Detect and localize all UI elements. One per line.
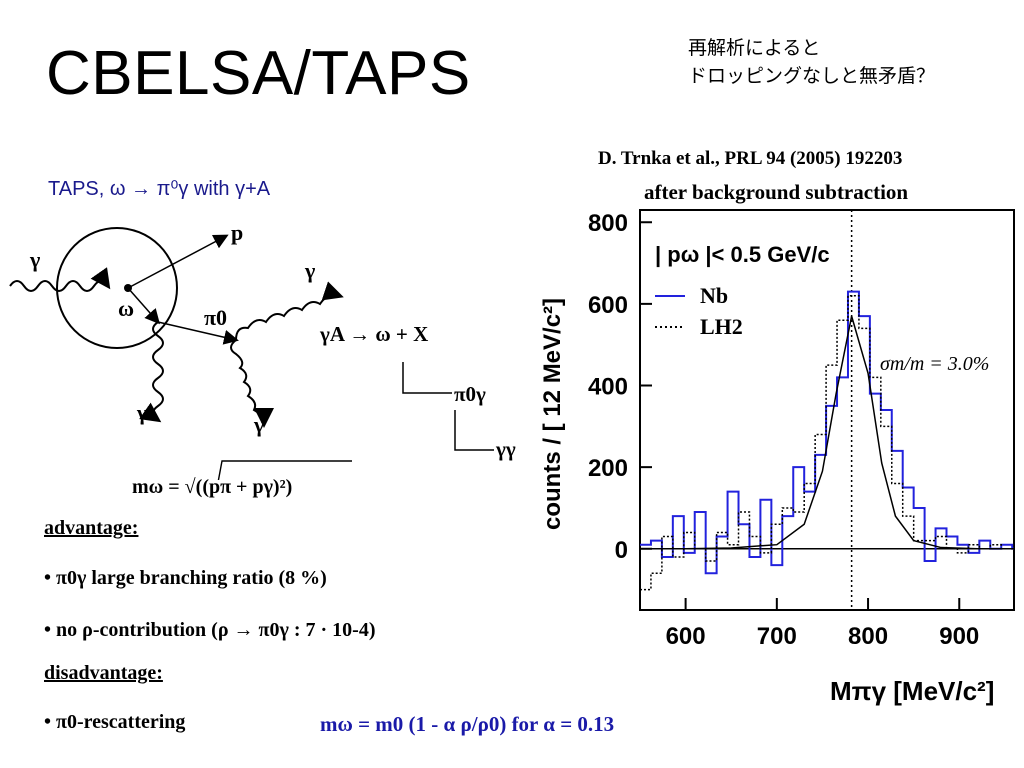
japanese-note-line1: 再解析によると <box>688 37 821 59</box>
pi0-line <box>157 321 239 345</box>
pi0-label: π0 <box>204 305 228 330</box>
incoming-photon-line <box>9 267 111 292</box>
legend-lh2-label: LH2 <box>700 314 743 339</box>
gamma-out-right-label: γ <box>305 258 316 283</box>
reaction-diagram <box>9 227 494 480</box>
sqrt-sign <box>217 460 352 480</box>
reaction-step1: γA → ω + X <box>320 322 429 346</box>
reference-citation: D. Trnka et al., PRL 94 (2005) 192203 <box>598 148 903 169</box>
chart-frame <box>639 209 1015 611</box>
y-tick-label: 800 <box>588 210 628 237</box>
resolution-label: σm/m = 3.0% <box>880 353 989 375</box>
y-tick-label: 600 <box>588 292 628 319</box>
page-title: CBELSA/TAPS <box>46 39 471 108</box>
reaction-step3: γγ <box>496 437 516 461</box>
background-note: after background subtraction <box>644 180 909 204</box>
y-tick-label: 0 <box>615 537 628 564</box>
reaction-step2: π0γ <box>454 382 486 406</box>
x-axis-label: Mπγ [MeV/c²] <box>830 676 994 706</box>
proton-line <box>127 234 229 289</box>
decay-photon-line <box>139 321 164 423</box>
x-tick-label: 600 <box>666 623 706 650</box>
disadvantage-item-1: • π0-rescattering <box>44 711 186 733</box>
y-tick-label: 200 <box>588 455 628 482</box>
bottom-formula: mω = m0 (1 - α ρ/ρ0) for α = 0.13 <box>320 712 615 736</box>
series-fit-line <box>640 315 1014 550</box>
x-tick-label: 800 <box>848 623 888 650</box>
advantage-item-2: • no ρ-contribution (ρ → π0γ : 7 · 10-4) <box>44 619 376 641</box>
mass-formula: mω = √((pπ + pγ)²) <box>132 476 293 498</box>
series-nb-line <box>640 290 1014 575</box>
y-tick-label: 400 <box>588 374 628 401</box>
x-tick-label: 700 <box>757 623 797 650</box>
nucleus-circle <box>56 227 178 349</box>
advantage-item-1: • π0γ large branching ratio (8 %) <box>44 567 327 589</box>
legend-cut-label: | pω |< 0.5 GeV/c <box>655 242 830 267</box>
legend-nb-label: Nb <box>700 283 728 308</box>
gamma-out-bottom1-label: γ <box>137 400 148 425</box>
proton-label: p <box>231 220 244 245</box>
reaction-bracket-1 <box>402 362 452 394</box>
reaction-bracket-2 <box>454 410 494 451</box>
omega-line <box>127 287 160 325</box>
pi0-photon-line-right <box>235 281 344 341</box>
taps-label: TAPS, ω → π⁰γ with γ+A <box>48 178 271 200</box>
gamma-out-bottom2-label: γ <box>254 412 265 437</box>
omega-label: ω <box>118 296 135 321</box>
gamma-in-label: γ <box>30 247 41 272</box>
japanese-note: 再解析によると ドロッピングなしと無矛盾？ <box>688 34 935 90</box>
advantage-header: advantage: <box>44 517 139 539</box>
x-tick-label: 900 <box>939 623 979 650</box>
series-lh2-line <box>640 294 1014 591</box>
disadvantage-header: disadvantage: <box>44 662 163 684</box>
y-axis-label: counts / [ 12 MeV/c²] <box>539 298 566 530</box>
japanese-note-line2: ドロッピングなしと無矛盾？ <box>688 65 936 87</box>
pi0-photon-line-bottom <box>230 339 274 428</box>
